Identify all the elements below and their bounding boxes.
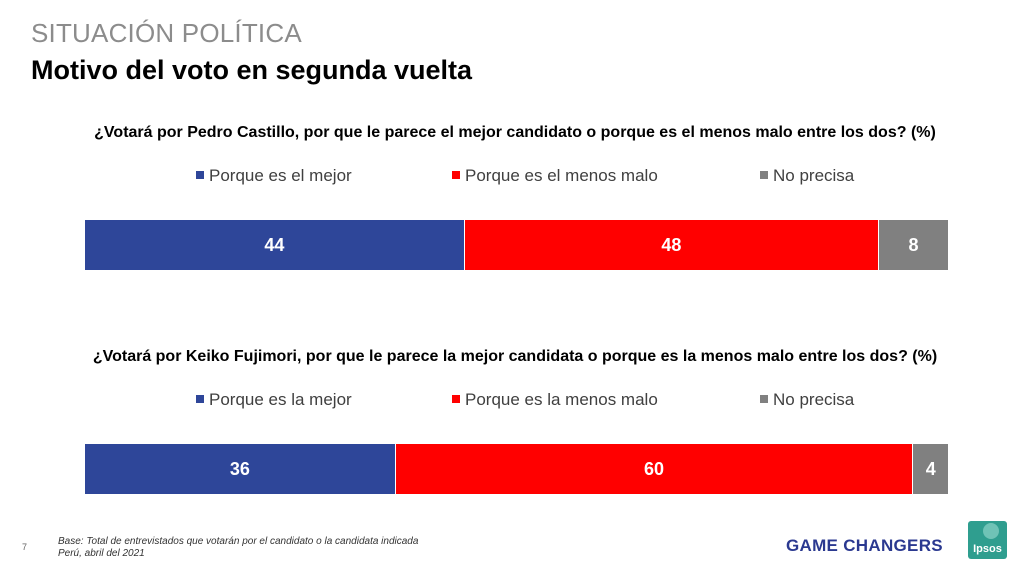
base-note: Base: Total de entrevistados que votarán… — [58, 536, 418, 560]
page-title: Motivo del voto en segunda vuelta — [31, 55, 473, 85]
bar-segment: 60 — [395, 444, 914, 494]
stacked-bar: 44 48 8 — [85, 220, 948, 270]
place-date-text: Perú, abril del 2021 — [58, 548, 145, 559]
bar-value-label: 4 — [925, 458, 936, 479]
bar-segment: 44 — [85, 220, 465, 270]
bar-value-label: 36 — [229, 458, 250, 479]
bar-segment: 4 — [913, 444, 948, 494]
legend-swatch-icon — [452, 170, 460, 179]
bar-value-label: 44 — [264, 234, 285, 255]
legend-item: Porque es el mejor — [196, 166, 352, 186]
legend-swatch-icon — [760, 394, 768, 403]
legend-swatch-icon — [452, 394, 460, 403]
legend-label: No precisa — [773, 390, 855, 409]
bar-segment: 48 — [464, 220, 879, 270]
brand-tagline: GAME CHANGERS — [786, 536, 943, 555]
legend-swatch-icon — [196, 394, 204, 403]
logo-text: Ipsos — [973, 543, 1002, 555]
legend-label: No precisa — [773, 166, 855, 185]
legend-item: Porque es la mejor — [196, 390, 352, 410]
legend-swatch-icon — [760, 170, 768, 179]
chart-question: ¿Votará por Keiko Fujimori, por que le p… — [92, 348, 938, 365]
section-label: SITUACIÓN POLÍTICA — [31, 18, 302, 48]
legend-item: No precisa — [760, 166, 854, 186]
stacked-bar: 36 60 4 — [85, 444, 948, 494]
legend-label: Porque es el menos malo — [465, 166, 658, 185]
legend-label: Porque es la menos malo — [465, 390, 658, 409]
bar-value-label: 60 — [644, 458, 665, 479]
legend-item: Porque es la menos malo — [452, 390, 658, 410]
logo-circle-icon — [983, 523, 999, 539]
page-number: 7 — [22, 542, 28, 552]
chart-question: ¿Votará por Pedro Castillo, por que le p… — [94, 124, 936, 141]
legend-item: Porque es el menos malo — [452, 166, 658, 186]
bar-value-label: 8 — [908, 234, 919, 255]
legend-item: No precisa — [760, 390, 854, 410]
bar-segment: 36 — [85, 444, 396, 494]
bar-segment: 8 — [878, 220, 948, 270]
base-note-text: Base: Total de entrevistados que votarán… — [58, 536, 419, 547]
legend-label: Porque es el mejor — [209, 166, 352, 185]
bar-value-label: 48 — [661, 234, 682, 255]
legend-label: Porque es la mejor — [209, 390, 352, 409]
legend-swatch-icon — [196, 170, 204, 179]
ipsos-logo: Ipsos — [968, 521, 1007, 559]
